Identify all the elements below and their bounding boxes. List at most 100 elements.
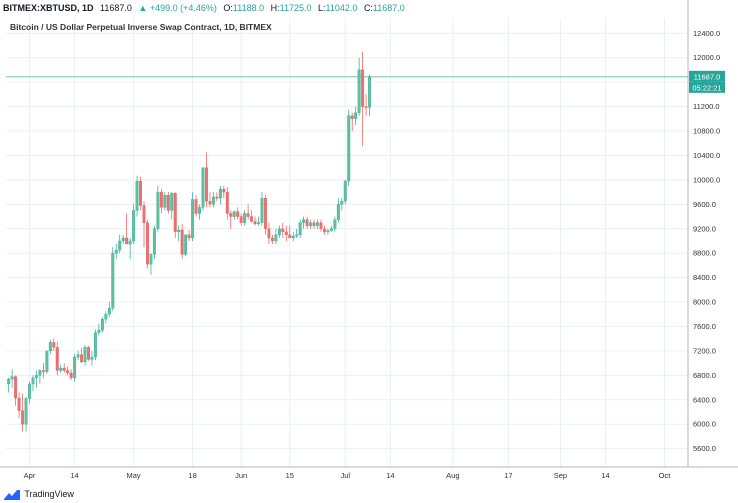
y-tick-label: 10000.0 [693, 175, 720, 184]
symbol-name: BITMEX:XBTUSD, 1D [3, 3, 94, 13]
candle-body [14, 376, 18, 399]
y-tick-label: 10800.0 [693, 127, 720, 136]
candle-body [149, 254, 153, 265]
candle-body [239, 216, 243, 223]
x-tick-label: 14 [386, 471, 394, 480]
candle-body [166, 195, 170, 211]
x-tick-label: Oct [659, 471, 672, 480]
candle-body [55, 347, 59, 371]
y-tick-label: 6400.0 [693, 395, 716, 404]
candle-body [7, 378, 11, 385]
candle-body [111, 253, 115, 309]
candle-body [17, 397, 21, 411]
candle-body [298, 222, 302, 236]
candle-body [52, 342, 56, 348]
candle-body [80, 354, 83, 363]
price-badge [689, 70, 725, 82]
candle-body [139, 180, 142, 206]
candle-body [205, 167, 208, 202]
candle-body [184, 234, 188, 255]
candle-body [208, 201, 212, 205]
candle-body [41, 370, 45, 372]
candle-body [142, 205, 146, 223]
candle-body [38, 370, 42, 376]
candle-body [260, 198, 264, 223]
candle-body [170, 193, 174, 211]
candle-body [156, 191, 160, 229]
candle-body [211, 196, 215, 205]
candle-body [281, 228, 285, 232]
candle-body [114, 249, 118, 254]
candle-body [146, 222, 149, 265]
low-label: L: [318, 3, 326, 13]
y-tick-label: 7200.0 [693, 346, 716, 355]
candle-body [291, 235, 295, 239]
candle-body [173, 193, 177, 232]
candle-body [45, 350, 49, 372]
candle-body [368, 76, 372, 108]
candle-body [305, 219, 309, 226]
x-tick-label: 15 [286, 471, 294, 480]
candle-body [336, 204, 340, 220]
last-price: 11687.0 [100, 3, 132, 13]
x-tick-label: Aug [446, 471, 459, 480]
y-tick-label: 12400.0 [693, 29, 720, 38]
candle-body [104, 314, 108, 320]
candle-body [87, 347, 90, 360]
candle-body [229, 213, 233, 217]
candle-body [284, 231, 288, 236]
x-tick-label: May [127, 471, 141, 480]
y-tick-label: 9200.0 [693, 224, 716, 233]
candle-body [340, 201, 344, 205]
candle-body [34, 375, 38, 378]
price-change: ▲ +499.0 (+4.46%) [138, 3, 217, 13]
tradingview-logo-icon [4, 489, 20, 500]
candle-body [257, 222, 260, 225]
close-value: 11687.0 [372, 3, 405, 13]
countdown-badge [689, 81, 725, 93]
candle-body [201, 167, 205, 208]
y-tick-label: 6800.0 [693, 371, 716, 380]
candle-body [90, 356, 94, 360]
x-tick-label: Sep [554, 471, 567, 480]
candle-body [253, 221, 257, 225]
candle-body [302, 219, 306, 223]
y-tick-label: 8400.0 [693, 273, 716, 282]
candle-body [107, 308, 111, 315]
brand-label: TradingView [24, 489, 74, 499]
candle-body [350, 115, 354, 119]
close-label: C: [363, 3, 373, 13]
candle-body [270, 237, 274, 242]
footer-brand: TradingView [4, 487, 74, 501]
candle-body [277, 228, 281, 236]
open-label: O: [223, 3, 233, 13]
candle-body [93, 332, 97, 358]
x-tick-label: Jul [340, 471, 350, 480]
y-tick-label: 12000.0 [693, 53, 720, 62]
candle-body [274, 234, 278, 242]
y-tick-label: 6000.0 [693, 420, 716, 429]
x-tick-label: 18 [188, 471, 196, 480]
candle-body [48, 342, 52, 352]
candle-body [121, 237, 125, 242]
candle-body [354, 112, 358, 119]
candle-body [125, 237, 129, 245]
candle-body [333, 219, 337, 229]
low-value: 11042.0 [325, 3, 358, 13]
candle-body [76, 354, 80, 358]
candle-body [31, 377, 35, 385]
candle-body [187, 234, 191, 239]
candle-body [361, 69, 365, 107]
candle-body [357, 69, 361, 113]
candle-body [222, 188, 226, 193]
candle-body [225, 191, 229, 214]
x-tick-label: Apr [24, 471, 36, 480]
candle-body [198, 207, 201, 214]
chart-title: Bitcoin / US Dollar Perpetual Inverse Sw… [10, 22, 272, 32]
candle-body [267, 228, 271, 239]
candle-body [329, 228, 333, 231]
candle-body [159, 191, 163, 208]
candle-body [246, 213, 250, 217]
candle-body [66, 370, 70, 374]
